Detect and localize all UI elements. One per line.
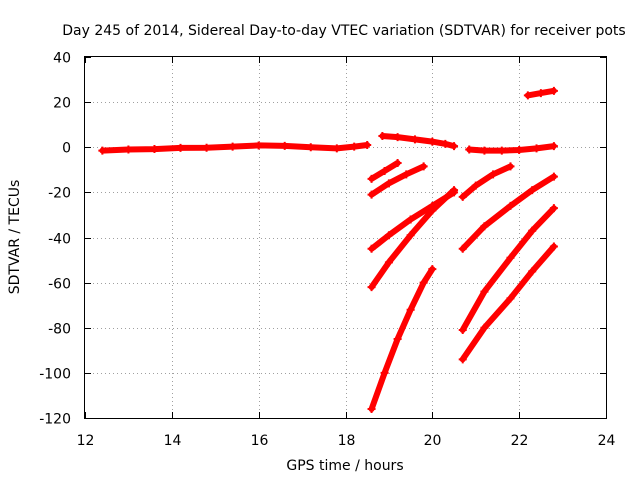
data-point <box>428 137 437 146</box>
data-point <box>202 143 211 152</box>
data-point <box>523 91 532 100</box>
data-point <box>441 139 450 148</box>
data-point <box>528 226 537 235</box>
data-point <box>450 142 459 151</box>
data-point <box>380 368 389 377</box>
y-tick-label: 0 <box>62 141 71 157</box>
y-tick-label: -40 <box>48 232 71 248</box>
y-tick-label: -120 <box>39 412 71 428</box>
data-point <box>367 190 376 199</box>
x-tick-label: 22 <box>511 433 529 449</box>
data-point <box>458 192 467 201</box>
axis-ticks <box>85 57 607 419</box>
data-point <box>350 142 359 151</box>
data-point <box>406 231 415 240</box>
data-point <box>506 294 515 303</box>
y-tick-label: -80 <box>48 322 71 338</box>
data-point <box>480 323 489 332</box>
data-point <box>450 186 459 195</box>
x-tick-label: 12 <box>77 433 95 449</box>
y-tick-label: -100 <box>39 367 71 383</box>
y-tick-label: 20 <box>53 96 71 112</box>
data-point <box>480 287 489 296</box>
data-point <box>402 170 411 179</box>
data-point <box>380 166 389 175</box>
data-point <box>124 145 133 154</box>
data-point <box>515 145 524 154</box>
data-track-9 <box>368 266 436 412</box>
y-tick-label: 40 <box>53 51 71 67</box>
data-point <box>549 172 558 181</box>
data-track-6 <box>368 163 427 198</box>
data-point <box>280 141 289 150</box>
data-point <box>489 170 498 179</box>
data-point <box>428 265 437 274</box>
data-point <box>228 142 237 151</box>
data-point <box>536 89 545 98</box>
data-series <box>98 86 558 413</box>
data-point <box>406 305 415 314</box>
data-point <box>150 145 159 154</box>
data-point <box>506 253 515 262</box>
data-point <box>480 146 489 155</box>
data-point <box>506 201 515 210</box>
data-point <box>471 181 480 190</box>
data-point <box>549 204 558 213</box>
data-track-10 <box>459 163 514 200</box>
data-point <box>410 135 419 144</box>
data-point <box>254 141 263 150</box>
x-tick-label: 18 <box>338 433 356 449</box>
data-point <box>406 215 415 224</box>
data-track-12 <box>459 205 557 333</box>
data-point <box>393 335 402 344</box>
data-point <box>497 146 506 155</box>
data-point <box>393 133 402 142</box>
data-point <box>367 283 376 292</box>
data-point <box>506 162 515 171</box>
data-point <box>458 326 467 335</box>
data-point <box>549 142 558 151</box>
data-point <box>428 206 437 215</box>
data-point <box>549 242 558 251</box>
data-point <box>367 244 376 253</box>
y-tick-label: -60 <box>48 277 71 293</box>
data-point <box>367 404 376 413</box>
x-tick-label: 14 <box>164 433 182 449</box>
x-tick-label: 16 <box>251 433 269 449</box>
data-point <box>528 186 537 195</box>
data-point <box>528 267 537 276</box>
plot-frame <box>84 56 607 419</box>
data-point <box>98 146 107 155</box>
data-point <box>378 131 387 140</box>
data-point <box>458 244 467 253</box>
data-point <box>465 145 474 154</box>
y-tick-label: -20 <box>48 186 71 202</box>
x-axis-label: GPS time / hours <box>286 458 403 474</box>
data-point <box>419 162 428 171</box>
data-point <box>367 174 376 183</box>
data-point <box>363 140 372 149</box>
chart-title: Day 245 of 2014, Sidereal Day-to-day VTE… <box>62 23 625 39</box>
data-point <box>306 143 315 152</box>
data-point <box>393 159 402 168</box>
data-point <box>419 278 428 287</box>
y-axis-label: SDTVAR / TECUs <box>7 180 23 295</box>
data-point <box>176 143 185 152</box>
data-point <box>549 86 558 95</box>
x-tick-label: 20 <box>424 433 442 449</box>
data-point <box>384 231 393 240</box>
data-point <box>384 179 393 188</box>
data-point <box>384 258 393 267</box>
data-point <box>458 355 467 364</box>
x-tick-label: 24 <box>598 433 616 449</box>
data-point <box>532 144 541 153</box>
data-point <box>332 144 341 153</box>
data-point <box>480 222 489 231</box>
